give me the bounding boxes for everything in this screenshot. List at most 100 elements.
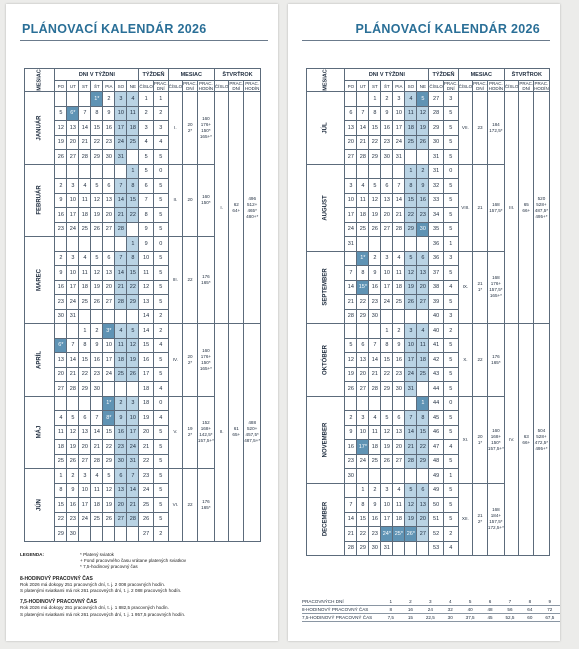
day-cell bbox=[78, 163, 92, 179]
day-cell: 17 bbox=[66, 207, 80, 223]
week-number: 22 bbox=[138, 453, 154, 469]
day-cell: 23 bbox=[54, 294, 68, 310]
month-number: VIII. bbox=[457, 163, 474, 252]
day-cell bbox=[54, 323, 68, 339]
day-cell: 16 bbox=[380, 120, 394, 136]
work-table-value: 6 bbox=[480, 598, 500, 606]
day-cell bbox=[66, 395, 80, 411]
day-cell bbox=[392, 395, 406, 411]
day-cell: 1 bbox=[356, 482, 370, 498]
work-table-value: 2 bbox=[400, 598, 421, 606]
week-number: 15 bbox=[138, 337, 154, 353]
day-cell: 18 bbox=[114, 352, 128, 368]
day-cell: 4 bbox=[126, 91, 140, 107]
day-cell: 3 bbox=[114, 91, 128, 107]
month-work-hours: 176 165* bbox=[196, 236, 215, 324]
day-cell: 10 bbox=[78, 482, 92, 498]
h8-line: S platenými sviatkami má rok 261 pracovn… bbox=[20, 588, 182, 594]
day-cell: 4 bbox=[78, 178, 92, 194]
day-cell: 18 bbox=[78, 207, 92, 223]
week-work-days: 5 bbox=[152, 511, 169, 527]
week-work-days: 2 bbox=[152, 308, 169, 324]
day-cell: 24 bbox=[380, 294, 394, 310]
month-number: I. bbox=[167, 91, 184, 165]
day-cell: 14 bbox=[368, 352, 382, 368]
day-cell: 23 bbox=[368, 294, 382, 310]
day-cell: 1* bbox=[90, 91, 104, 107]
week-work-days: 0 bbox=[442, 395, 459, 411]
day-cell: 12 bbox=[90, 192, 104, 208]
week-number: 16 bbox=[138, 352, 154, 368]
day-cell: 10 bbox=[380, 497, 394, 513]
column-subheader: ČÍSLO bbox=[428, 80, 444, 92]
week-work-days: 1 bbox=[442, 468, 459, 484]
week-work-days: 3 bbox=[442, 308, 459, 324]
day-cell: 10 bbox=[404, 337, 418, 353]
week-work-days: 5 bbox=[442, 424, 459, 440]
month-work-hours: 168 184+ 157,5* 172,5+* bbox=[486, 482, 505, 556]
day-cell: 22 bbox=[368, 134, 382, 150]
week-work-days: 5 bbox=[442, 265, 459, 281]
quarter-header: ŠTVRŤROK bbox=[213, 68, 262, 81]
month-work-hours: 168 176+ 157,5* 165+* bbox=[486, 250, 505, 324]
day-cell: 7 bbox=[344, 265, 358, 281]
day-cell bbox=[416, 468, 430, 484]
week-number: 6 bbox=[138, 178, 154, 194]
day-cell: 19 bbox=[90, 279, 104, 295]
day-cell: 15 bbox=[404, 192, 418, 208]
day-cell bbox=[404, 308, 418, 324]
day-cell bbox=[356, 395, 370, 411]
week-work-days: 5 bbox=[442, 337, 459, 353]
day-cell: 9 bbox=[90, 337, 104, 353]
day-cell: 22 bbox=[404, 207, 418, 223]
day-cell: 12 bbox=[404, 497, 418, 513]
weekday-header: PIA bbox=[392, 80, 406, 92]
day-cell: 12 bbox=[404, 265, 418, 281]
day-cell: 11 bbox=[392, 497, 406, 513]
day-cell: 28 bbox=[90, 453, 104, 469]
day-cell: 9 bbox=[380, 105, 394, 121]
day-cell bbox=[416, 381, 430, 397]
work-table-value: 45 bbox=[480, 613, 500, 622]
day-cell: 14 bbox=[90, 424, 104, 440]
day-cell: 5 bbox=[54, 105, 68, 121]
day-cell: 2 bbox=[54, 250, 68, 266]
day-cell: 17 bbox=[380, 511, 394, 527]
week-work-days: 4 bbox=[442, 439, 459, 455]
week-work-days: 0 bbox=[152, 236, 169, 252]
month-work-days: 21 2* bbox=[472, 482, 488, 556]
week-number: 10 bbox=[138, 250, 154, 266]
work-table-value: 32 bbox=[440, 605, 460, 614]
week-number: 27 bbox=[138, 526, 154, 542]
column-subheader: ČÍSLO bbox=[457, 80, 474, 92]
work-table-value: 1 bbox=[380, 598, 401, 606]
day-cell: 6 bbox=[344, 105, 358, 121]
month-work-hours: 160 168+ 150* 157,5+* bbox=[486, 395, 505, 484]
day-cell: 22 bbox=[126, 207, 140, 223]
week-number: 49 bbox=[428, 468, 444, 484]
day-cell: 24 bbox=[126, 439, 140, 455]
day-cell bbox=[66, 236, 80, 252]
day-cell: 6 bbox=[78, 410, 92, 426]
day-cell: 11 bbox=[90, 482, 104, 498]
work-table-value: 40 bbox=[460, 605, 481, 614]
week-work-days: 5 bbox=[442, 453, 459, 469]
day-cell bbox=[368, 395, 382, 411]
day-cell: 17 bbox=[66, 279, 80, 295]
day-cell: 21 bbox=[90, 439, 104, 455]
day-cell bbox=[344, 163, 358, 179]
day-cell: 8 bbox=[78, 337, 92, 353]
month-work-days: 19 2* bbox=[182, 395, 198, 469]
title-rule bbox=[20, 40, 268, 41]
day-cell: 12 bbox=[416, 105, 430, 121]
day-cell: 26 bbox=[126, 366, 140, 382]
month-work-days: 20 2* bbox=[182, 91, 198, 165]
day-cell: 28 bbox=[392, 221, 406, 237]
week-work-days: 2 bbox=[152, 323, 169, 339]
day-cell: 16 bbox=[368, 511, 382, 527]
day-cell: 19 bbox=[368, 207, 382, 223]
legend-item: * 7,5-hodinový pracovný čas bbox=[80, 564, 138, 570]
week-number: 41 bbox=[428, 337, 444, 353]
day-cell: 2 bbox=[368, 482, 382, 498]
day-cell: 26 bbox=[54, 149, 68, 165]
